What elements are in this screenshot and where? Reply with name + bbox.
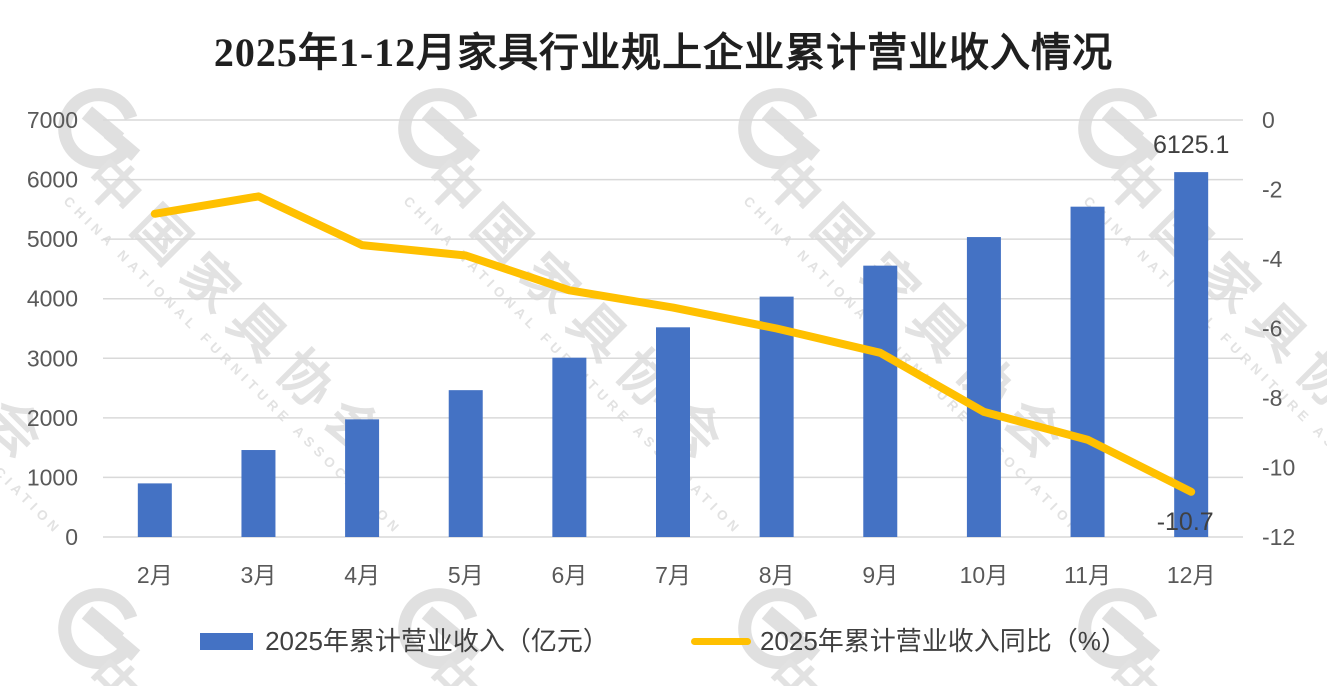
x-axis-label: 12月 [1167, 562, 1216, 588]
revenue-bar [137, 483, 172, 537]
x-axis-label: 10月 [960, 562, 1009, 588]
legend-bar-label: 2025年累计营业收入（亿元） [265, 626, 609, 656]
revenue-bar [448, 390, 483, 537]
left-axis-tick-label: 4000 [27, 286, 78, 312]
x-axis-label: 3月 [241, 562, 277, 588]
left-axis-tick-label: 6000 [27, 167, 78, 193]
line-end-data-label: -10.7 [1157, 508, 1214, 536]
right-axis-tick-label: -10 [1262, 455, 1295, 481]
right-axis-tick-label: -6 [1262, 316, 1282, 342]
x-axis-label: 8月 [759, 562, 795, 588]
yoy-trend-line [150, 192, 1196, 496]
revenue-bar [656, 327, 690, 537]
x-axis-label: 7月 [655, 562, 691, 588]
right-axis-tick-label: 0 [1262, 107, 1275, 133]
left-axis-tick-label: 1000 [27, 464, 78, 490]
revenue-bar [552, 357, 587, 537]
x-axis-label: 5月 [448, 562, 484, 588]
legend-line-label: 2025年累计营业收入同比（%） [759, 626, 1127, 656]
revenue-bar [1070, 206, 1105, 537]
left-axis-tick-label: 5000 [27, 226, 78, 252]
legend-item-yoy: 2025年累计营业收入同比（%） [690, 626, 1127, 657]
right-axis-tick-label: -4 [1262, 246, 1283, 272]
x-axis-label: 9月 [862, 562, 898, 588]
legend-line-swatch-icon [690, 638, 751, 646]
revenue-bar [241, 450, 276, 537]
left-axis-tick-label: 7000 [27, 107, 78, 133]
left-axis-tick-label: 2000 [27, 405, 78, 431]
revenue-bar [1174, 172, 1209, 537]
x-axis-label: 2月 [137, 562, 173, 588]
left-axis-tick-label: 0 [65, 524, 78, 550]
x-axis-label: 4月 [344, 562, 380, 588]
right-axis-tick-label: -12 [1262, 524, 1295, 550]
right-axis-tick-label: -8 [1262, 385, 1282, 411]
left-axis-tick-label: 3000 [27, 345, 78, 371]
bar-end-data-label: 6125.1 [1153, 131, 1229, 159]
revenue-bar [759, 296, 794, 537]
legend-bar-swatch-icon [200, 633, 254, 651]
revenue-bar [966, 237, 1001, 537]
chart-legend: 2025年累计营业收入（亿元） 2025年累计营业收入同比（%） [0, 626, 1327, 657]
revenue-bar [345, 419, 380, 537]
chart-title: 2025年1-12月家具行业规上企业累计营业收入情况 [213, 30, 1114, 75]
legend-item-revenue: 2025年累计营业收入（亿元） [200, 626, 609, 657]
x-axis-label: 6月 [551, 562, 587, 588]
revenue-bar [863, 265, 898, 537]
x-axis-label: 11月 [1064, 562, 1111, 588]
right-axis-tick-label: -2 [1262, 177, 1282, 203]
